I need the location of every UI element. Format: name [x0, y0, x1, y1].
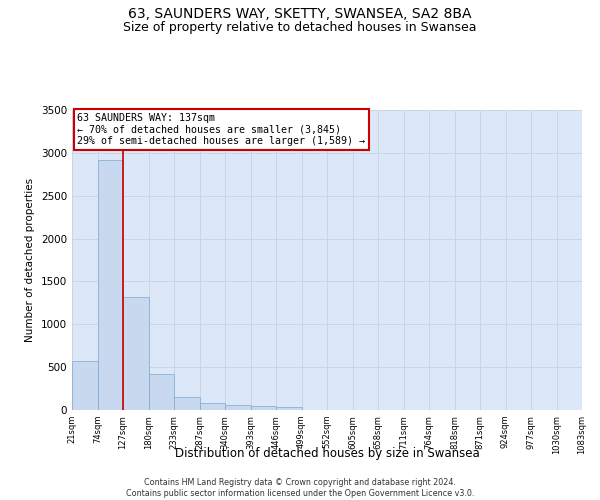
Text: Contains HM Land Registry data © Crown copyright and database right 2024.
Contai: Contains HM Land Registry data © Crown c…	[126, 478, 474, 498]
Bar	[225, 406, 251, 410]
Bar	[97, 160, 123, 410]
Text: Size of property relative to detached houses in Swansea: Size of property relative to detached ho…	[123, 21, 477, 34]
Y-axis label: Number of detached properties: Number of detached properties	[25, 178, 35, 342]
Text: 63 SAUNDERS WAY: 137sqm
← 70% of detached houses are smaller (3,845)
29% of semi: 63 SAUNDERS WAY: 137sqm ← 70% of detache…	[77, 113, 365, 146]
Bar	[174, 396, 199, 410]
Bar	[276, 407, 302, 410]
Bar	[149, 374, 174, 410]
Text: Distribution of detached houses by size in Swansea: Distribution of detached houses by size …	[175, 448, 479, 460]
Bar	[251, 406, 276, 410]
Bar	[199, 403, 225, 410]
Text: 63, SAUNDERS WAY, SKETTY, SWANSEA, SA2 8BA: 63, SAUNDERS WAY, SKETTY, SWANSEA, SA2 8…	[128, 8, 472, 22]
Bar	[72, 361, 97, 410]
Bar	[123, 297, 149, 410]
